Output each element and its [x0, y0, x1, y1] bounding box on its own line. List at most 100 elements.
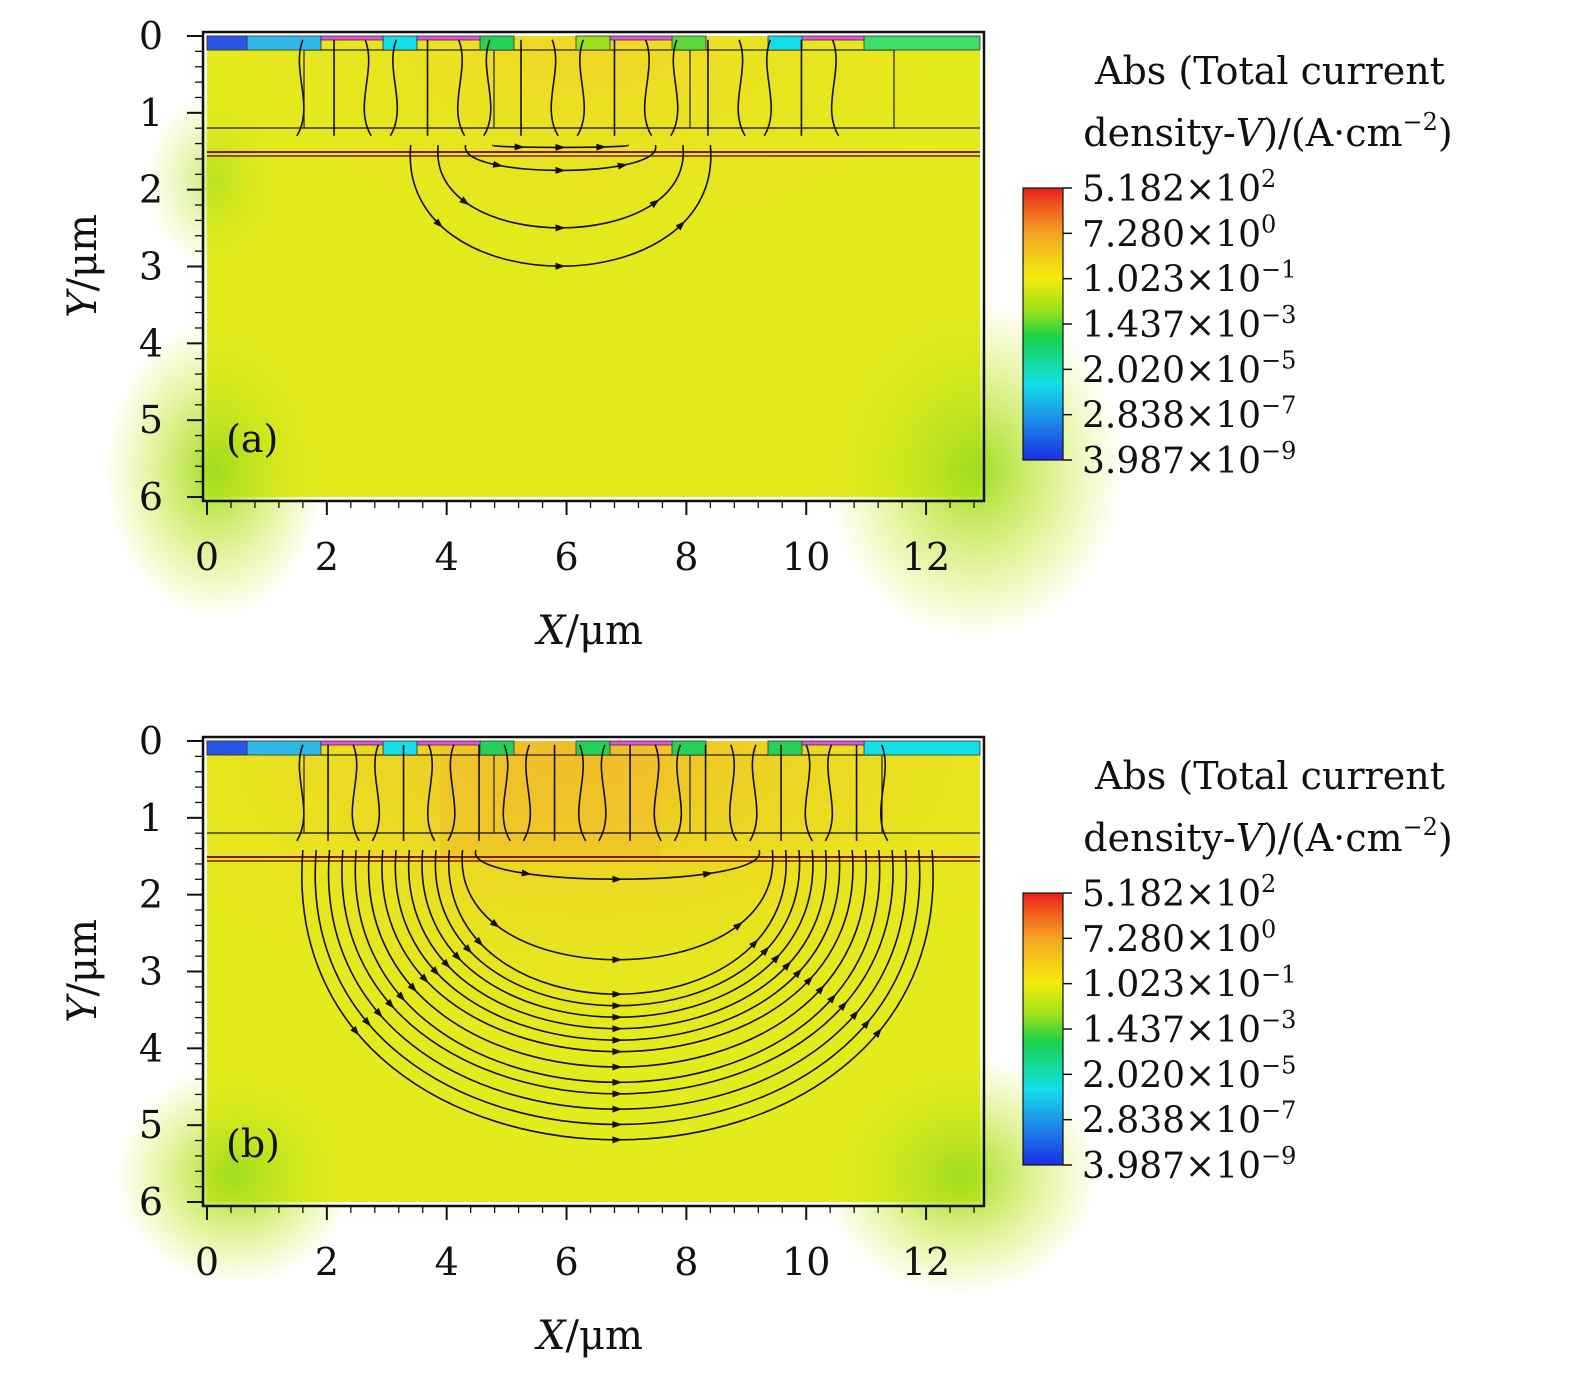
streamline-arrow	[612, 1078, 623, 1086]
device-streamline	[673, 744, 683, 842]
streamline-arrow	[827, 993, 837, 1004]
colorbar-label: 2.020×10−5	[1082, 346, 1296, 391]
colorbar-label: 5.182×102	[1082, 870, 1276, 915]
x-axis: 0 2 4 6 8 10 12	[195, 501, 975, 579]
y-tick-label: 5	[139, 1103, 163, 1147]
streamline-arrow	[792, 968, 803, 979]
y-axis-variable: Y	[60, 288, 106, 318]
streamline-arrow	[612, 1025, 623, 1033]
device-streamline	[363, 39, 372, 137]
device-streamline	[879, 744, 889, 842]
streamline-arrow	[612, 875, 623, 883]
y-tick-label: 0	[139, 719, 163, 763]
streamline-arrow	[612, 1105, 623, 1113]
colorbar-label: 3.987×10−9	[1082, 437, 1296, 482]
x-axis-title: X/μm	[534, 1313, 643, 1359]
colorbar-labels: 5.182×1027.280×1001.023×10−11.437×10−32.…	[1063, 165, 1296, 482]
streamline-arrow	[702, 870, 714, 878]
legend-title-line1: Abs (Total current	[1094, 754, 1445, 798]
device-streamline	[598, 744, 607, 842]
x-tick-label: 8	[674, 1240, 698, 1284]
streamline-arrow	[514, 143, 525, 151]
y-axis: 0 1 2 3 4 5 6	[139, 14, 203, 519]
x-tick-label: 10	[782, 1240, 830, 1284]
x-tick-label: 12	[902, 535, 950, 579]
device-streamline	[737, 39, 746, 137]
legend-title-exp: −2	[1403, 813, 1438, 841]
streamline-arrow	[433, 218, 444, 228]
y-tick-label: 1	[139, 796, 163, 840]
surface-contacts	[206, 35, 981, 51]
streamline-arrow	[861, 1019, 871, 1030]
legend-title-line2: density-V)/(A·cm−2)	[1083, 813, 1453, 860]
legend-title-var: V	[1236, 816, 1267, 860]
legend-title-pre: density-	[1083, 111, 1236, 155]
streamline-arrow	[489, 919, 500, 928]
colorbar-label: 2.838×10−7	[1082, 392, 1296, 437]
streamline-arrow	[849, 1010, 859, 1021]
x-axis-variable: X	[534, 1313, 567, 1359]
device-streamline	[522, 744, 532, 842]
y-tick-label: 0	[139, 14, 163, 58]
streamline-arrow	[350, 1025, 360, 1036]
x-tick-label: 0	[195, 1240, 219, 1284]
streamline-arrow	[612, 1048, 623, 1056]
y-axis-title: Y/μm	[60, 214, 106, 318]
y-axis-title: Y/μm	[60, 919, 106, 1023]
device-streamline	[483, 39, 492, 137]
colorbar-label: 1.437×10−3	[1082, 301, 1296, 346]
x-tick-label: 12	[902, 1240, 950, 1284]
streamline-arrow	[596, 143, 607, 151]
device-streamline	[550, 39, 559, 137]
device-streamline	[426, 744, 436, 842]
x-tick-label: 8	[674, 535, 698, 579]
streamline-arrow	[441, 958, 451, 969]
y-tick-label: 6	[139, 475, 163, 519]
streamline-arrow	[521, 869, 532, 877]
streamline-arrow	[612, 1036, 623, 1044]
streamline-arrow	[612, 1090, 623, 1098]
y-axis-unit: /μm	[60, 919, 106, 996]
streamline-arrow	[492, 160, 504, 168]
legend-title-line2: density-V)/(A·cm−2)	[1083, 108, 1453, 155]
y-tick-label: 4	[139, 1026, 163, 1070]
x-tick-label: 10	[782, 535, 830, 579]
heatmap-field	[105, 36, 1125, 640]
device-streamline	[670, 39, 679, 137]
y-axis-unit: /μm	[60, 214, 106, 291]
streamline-arrow	[837, 1001, 848, 1012]
streamline-arrow	[617, 162, 628, 170]
streamline-arrow	[872, 1028, 882, 1038]
streamline-arrow	[555, 143, 566, 151]
streamline-arrow	[803, 975, 814, 986]
streamline-arrow	[749, 939, 759, 949]
x-tick-label: 0	[195, 535, 219, 579]
streamline-arrow	[555, 262, 566, 270]
streamline-arrow	[361, 1016, 372, 1027]
legend-title-exp: −2	[1403, 108, 1438, 136]
streamline-arrow	[462, 944, 473, 954]
y-tick-label: 2	[139, 168, 163, 212]
device-streamline	[447, 744, 456, 842]
colorbar-legend: Abs (Total current density-V)/(A·cm−2) 5…	[1022, 49, 1453, 482]
panel-label: (a)	[226, 417, 278, 461]
streamline-arrow	[781, 961, 792, 971]
legend-title-var: V	[1236, 111, 1267, 155]
device-streamline	[371, 744, 381, 842]
streamline-arrow	[473, 936, 484, 947]
streamline-arrow	[430, 966, 440, 976]
y-tick-label: 1	[139, 91, 163, 135]
colorbar-label: 7.280×100	[1082, 915, 1276, 960]
device-streamline	[456, 39, 466, 137]
heatmap-field	[115, 741, 1100, 1295]
colorbar-label: 1.437×10−3	[1082, 1006, 1296, 1051]
y-tick-label: 3	[139, 950, 163, 994]
colorbar-label: 5.182×102	[1082, 165, 1276, 210]
device-streamline	[824, 744, 834, 842]
device-streamline	[502, 744, 511, 842]
y-axis-variable: Y	[60, 993, 106, 1023]
streamline-arrow	[612, 1136, 623, 1144]
streamline-arrow	[612, 956, 623, 964]
device-streamline	[804, 744, 813, 842]
